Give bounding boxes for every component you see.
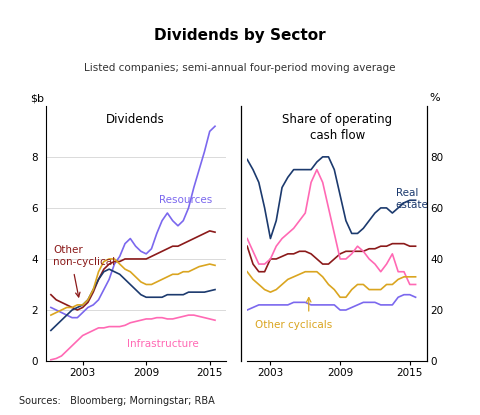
Text: Other cyclicals: Other cyclicals <box>255 320 332 330</box>
Text: $b: $b <box>30 93 44 103</box>
Text: Infrastructure: Infrastructure <box>127 339 199 349</box>
Text: Real
estate: Real estate <box>396 188 429 210</box>
Text: Other
non-cyclical: Other non-cyclical <box>53 245 115 266</box>
Text: Resources: Resources <box>159 195 212 205</box>
Text: Share of operating
cash flow: Share of operating cash flow <box>282 113 392 142</box>
Text: %: % <box>429 93 440 103</box>
Text: Listed companies; semi-annual four-period moving average: Listed companies; semi-annual four-perio… <box>84 63 396 73</box>
Text: Sources:   Bloomberg; Morningstar; RBA: Sources: Bloomberg; Morningstar; RBA <box>19 396 215 406</box>
Text: Dividends: Dividends <box>106 113 165 127</box>
Text: Dividends by Sector: Dividends by Sector <box>154 28 326 43</box>
